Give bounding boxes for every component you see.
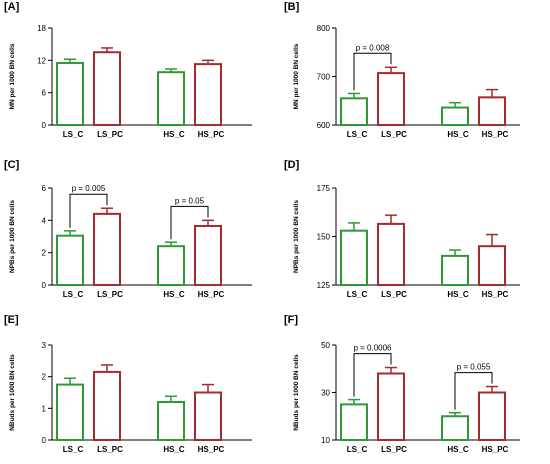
y-axis-title: NBuds per 1000 BN cells	[9, 354, 16, 431]
significance-bracket	[170, 205, 209, 240]
bar	[441, 106, 469, 126]
y-tick-label: 150	[317, 233, 331, 242]
bar	[377, 372, 405, 441]
x-tick-label: LS_C	[63, 130, 84, 139]
bar	[93, 51, 121, 126]
y-tick-label: 50	[321, 341, 330, 350]
x-tick-label: HS_C	[447, 130, 469, 139]
bar	[93, 370, 121, 441]
bar	[441, 254, 469, 286]
bar	[93, 212, 121, 286]
bar	[340, 97, 368, 126]
y-tick-label: 3	[42, 341, 47, 350]
y-tick-label: 800	[317, 24, 331, 33]
panel-label: [D]	[284, 159, 300, 171]
x-tick-label: LS_PC	[381, 130, 407, 139]
x-tick-label: LS_C	[63, 290, 84, 299]
bar	[340, 403, 368, 441]
bar	[478, 96, 506, 127]
y-tick-label: 30	[321, 389, 330, 398]
y-tick-label: 125	[317, 281, 331, 290]
panel-label: [C]	[4, 159, 20, 171]
y-tick-label: 700	[317, 73, 331, 82]
p-value-label: p = 0.055	[457, 363, 491, 372]
bar	[194, 391, 222, 441]
x-tick-label: HS_C	[447, 445, 469, 454]
y-tick-label: 6	[42, 89, 47, 98]
bar	[56, 234, 84, 286]
chart-panel: [D] NPBs per 1000 BN cells 125 150 175 LS_C LS…	[284, 159, 520, 299]
bar	[377, 72, 405, 127]
panel-label: [F]	[284, 314, 298, 326]
y-tick-label: 175	[317, 184, 331, 193]
bar	[56, 62, 84, 126]
panel-label: [A]	[4, 1, 20, 13]
bar	[157, 71, 185, 126]
bar	[194, 63, 222, 126]
x-tick-label: LS_PC	[97, 445, 123, 454]
bar	[194, 224, 222, 287]
y-tick-label: 18	[37, 24, 46, 33]
bar	[340, 229, 368, 286]
p-value-label: p = 0.008	[356, 43, 390, 52]
y-tick-label: 12	[37, 56, 46, 65]
y-tick-label: 10	[321, 436, 330, 445]
y-axis-title: MN per 1000 BN cells	[9, 43, 16, 109]
x-tick-label: HS_C	[447, 290, 469, 299]
x-tick-label: HS_C	[163, 130, 185, 139]
x-tick-label: HS_PC	[198, 445, 225, 454]
p-value-label: p = 0.0006	[353, 344, 392, 353]
y-tick-label: 1	[42, 404, 47, 413]
x-tick-label: LS_C	[347, 290, 368, 299]
y-tick-label: 0	[42, 436, 47, 445]
y-tick-label: 4	[42, 216, 47, 225]
x-tick-label: LS_PC	[97, 290, 123, 299]
x-tick-label: HS_PC	[198, 290, 225, 299]
panel-label: [E]	[4, 314, 19, 326]
p-value-label: p = 0.005	[72, 184, 106, 193]
x-tick-label: LS_C	[347, 445, 368, 454]
y-tick-label: 2	[42, 249, 47, 258]
y-axis-title: NBuds per 1000 BN cells	[293, 354, 300, 431]
significance-bracket	[353, 353, 392, 397]
panel-label: [B]	[284, 1, 300, 13]
significance-bracket	[69, 193, 108, 228]
bar	[478, 391, 506, 441]
x-tick-label: LS_PC	[97, 130, 123, 139]
bar	[157, 245, 185, 286]
chart-panel: [F] NBuds per 1000 BN cells 10 30 50 LS_C LS_P…	[284, 314, 520, 454]
x-tick-label: HS_PC	[482, 130, 509, 139]
x-tick-label: LS_PC	[381, 445, 407, 454]
bar	[157, 401, 185, 441]
chart-panel: [B] MN per 1000 BN cells 600 700 800 LS_C LS_P…	[284, 1, 520, 139]
chart-panel: [A] MN per 1000 BN cells 0 6 12 18 LS_C LS_PC HS…	[4, 1, 252, 139]
p-value-label: p = 0.05	[175, 196, 205, 205]
bar	[441, 415, 469, 441]
x-tick-label: HS_PC	[198, 130, 225, 139]
x-tick-label: HS_C	[163, 445, 185, 454]
y-axis-title: MN per 1000 BN cells	[293, 43, 300, 109]
y-tick-label: 6	[42, 184, 47, 193]
significance-bracket	[454, 372, 493, 410]
chart-panel: [E] NBuds per 1000 BN cells 0 1 2 3 LS_C LS_PC H…	[4, 314, 252, 454]
y-tick-label: 600	[317, 121, 331, 130]
y-axis-title: NPBs per 1000 BN cells	[293, 200, 300, 273]
y-tick-label: 0	[42, 121, 47, 130]
x-tick-label: HS_PC	[482, 290, 509, 299]
bar	[478, 245, 506, 286]
y-tick-label: 2	[42, 373, 47, 382]
x-tick-label: LS_C	[63, 445, 84, 454]
x-tick-label: LS_C	[347, 130, 368, 139]
chart-panel: [C] NPBs per 1000 BN cells 0 2 4 6 LS_C LS_PC HS…	[4, 159, 252, 299]
x-tick-label: LS_PC	[381, 290, 407, 299]
y-axis-title: NPBs per 1000 BN cells	[9, 200, 16, 273]
bar	[56, 383, 84, 442]
x-tick-label: HS_PC	[482, 445, 509, 454]
x-tick-label: HS_C	[163, 290, 185, 299]
bar	[377, 222, 405, 286]
significance-bracket	[353, 52, 392, 91]
y-tick-label: 0	[42, 281, 47, 290]
